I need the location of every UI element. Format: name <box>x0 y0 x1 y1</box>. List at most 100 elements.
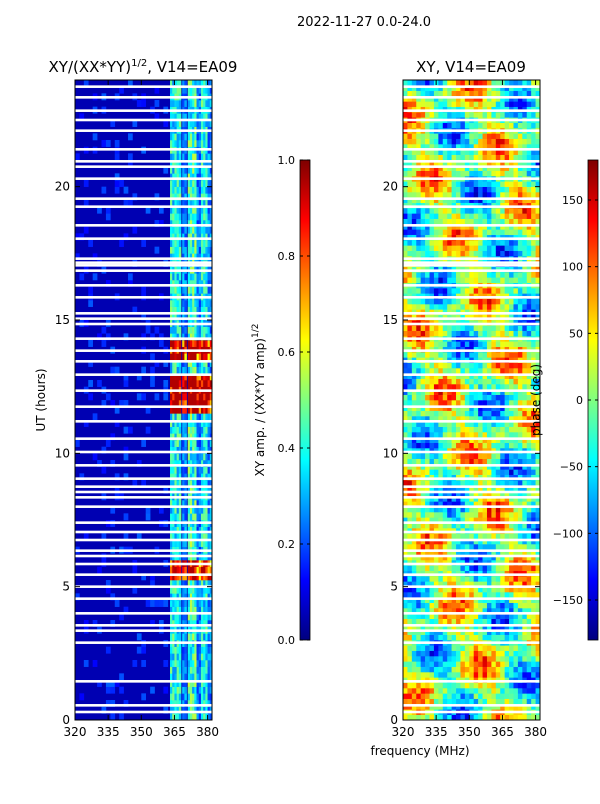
heatmap-cell <box>452 411 457 417</box>
heatmap-cell <box>190 353 193 360</box>
heatmap-cell <box>491 672 496 678</box>
heatmap-cell <box>403 635 408 641</box>
heatmap-cell <box>407 432 412 438</box>
heatmap-cell <box>465 288 470 294</box>
heatmap-cell <box>513 544 518 550</box>
heatmap-cell <box>505 363 510 369</box>
heatmap-cell <box>184 153 187 160</box>
heatmap-cell <box>505 533 510 539</box>
heatmap-cell <box>425 683 430 689</box>
heatmap-cell <box>491 325 496 331</box>
heatmap-cell <box>447 661 452 667</box>
heatmap-cell <box>190 213 193 220</box>
heatmap-cell <box>184 227 187 234</box>
heatmap-cell <box>412 304 417 310</box>
heatmap-cell <box>199 673 202 680</box>
heatmap-cell <box>531 544 536 550</box>
heatmap-cell <box>513 635 518 641</box>
heatmap-cell <box>505 469 510 475</box>
heatmap-cell <box>513 592 518 598</box>
heatmap-cell <box>438 667 443 673</box>
heatmap-cell <box>505 411 510 417</box>
heatmap-cell <box>483 699 488 705</box>
heatmap-cell <box>438 533 443 539</box>
heatmap-cell <box>407 533 412 539</box>
heatmap-cell <box>177 327 180 334</box>
heatmap-cell <box>179 467 182 474</box>
heatmap-cell <box>403 544 408 550</box>
heatmap-cell <box>170 327 173 334</box>
heatmap-cell <box>469 693 474 699</box>
heatmap-cell <box>174 180 177 187</box>
heatmap-cell <box>447 277 452 283</box>
heatmap-cell <box>205 227 208 234</box>
heatmap-cell <box>192 600 195 607</box>
heatmap-cell <box>421 299 426 305</box>
heatmap-cell <box>421 352 426 358</box>
heatmap-cell <box>421 699 426 705</box>
heatmap-cell <box>531 453 536 459</box>
heatmap-cell <box>188 393 191 400</box>
heatmap-cell <box>194 367 197 374</box>
heatmap-cell <box>97 380 102 387</box>
heatmap-cell <box>465 544 470 550</box>
heatmap-cell <box>518 512 523 518</box>
heatmap-cell <box>456 459 461 465</box>
heatmap-cell <box>469 656 474 662</box>
heatmap-cell <box>110 713 115 720</box>
heatmap-cell <box>188 693 191 700</box>
heatmap-cell <box>174 213 177 220</box>
heatmap-cell <box>491 384 496 390</box>
heatmap-cell <box>527 480 532 486</box>
heatmap-cell <box>425 443 430 449</box>
heatmap-cell <box>460 400 465 406</box>
heatmap-cell <box>208 353 211 360</box>
heatmap-cell <box>452 240 457 246</box>
heatmap-cell <box>416 459 421 465</box>
heatmap-cell <box>184 327 187 334</box>
heatmap-cell <box>438 619 443 625</box>
heatmap-cell <box>452 368 457 374</box>
heatmap-cell <box>522 459 527 465</box>
heatmap-cell <box>456 672 461 678</box>
heatmap-cell <box>425 645 430 651</box>
heatmap-cell <box>177 240 180 247</box>
heatmap-cell <box>487 656 492 662</box>
heatmap-cell <box>182 413 185 420</box>
heatmap-cell <box>460 667 465 673</box>
heatmap-cell <box>447 683 452 689</box>
heatmap-cell <box>190 227 193 234</box>
heatmap-cell <box>531 245 536 251</box>
heatmap-cell <box>478 533 483 539</box>
heatmap-cell <box>128 427 133 434</box>
heatmap-cell <box>421 341 426 347</box>
heatmap-cell <box>487 443 492 449</box>
heatmap-cell <box>452 459 457 465</box>
heatmap-cell <box>421 395 426 401</box>
heatmap-cell <box>190 100 193 107</box>
heatmap-cell <box>483 672 488 678</box>
heatmap-cell <box>505 512 510 518</box>
heatmap-cell <box>465 667 470 673</box>
heatmap-cell <box>496 379 501 385</box>
heatmap-cell <box>496 699 501 705</box>
heatmap-cell <box>522 277 527 283</box>
heatmap-cell <box>170 100 173 107</box>
heatmap-cell <box>447 645 452 651</box>
heatmap-cell <box>416 656 421 662</box>
heatmap-cell <box>491 272 496 278</box>
heatmap-cell <box>416 272 421 278</box>
heatmap-cell <box>491 656 496 662</box>
heatmap-cell <box>531 603 536 609</box>
heatmap-cell <box>208 693 211 700</box>
heatmap-cell <box>201 227 204 234</box>
heatmap-cell <box>500 288 505 294</box>
heatmap-cell <box>201 367 204 374</box>
heatmap-cell <box>456 219 461 225</box>
heatmap-cell <box>487 693 492 699</box>
heatmap-cell <box>487 688 492 694</box>
heatmap-cell <box>527 325 532 331</box>
heatmap-cell <box>403 213 408 219</box>
heatmap-cell <box>403 411 408 417</box>
heatmap-cell <box>93 453 98 460</box>
